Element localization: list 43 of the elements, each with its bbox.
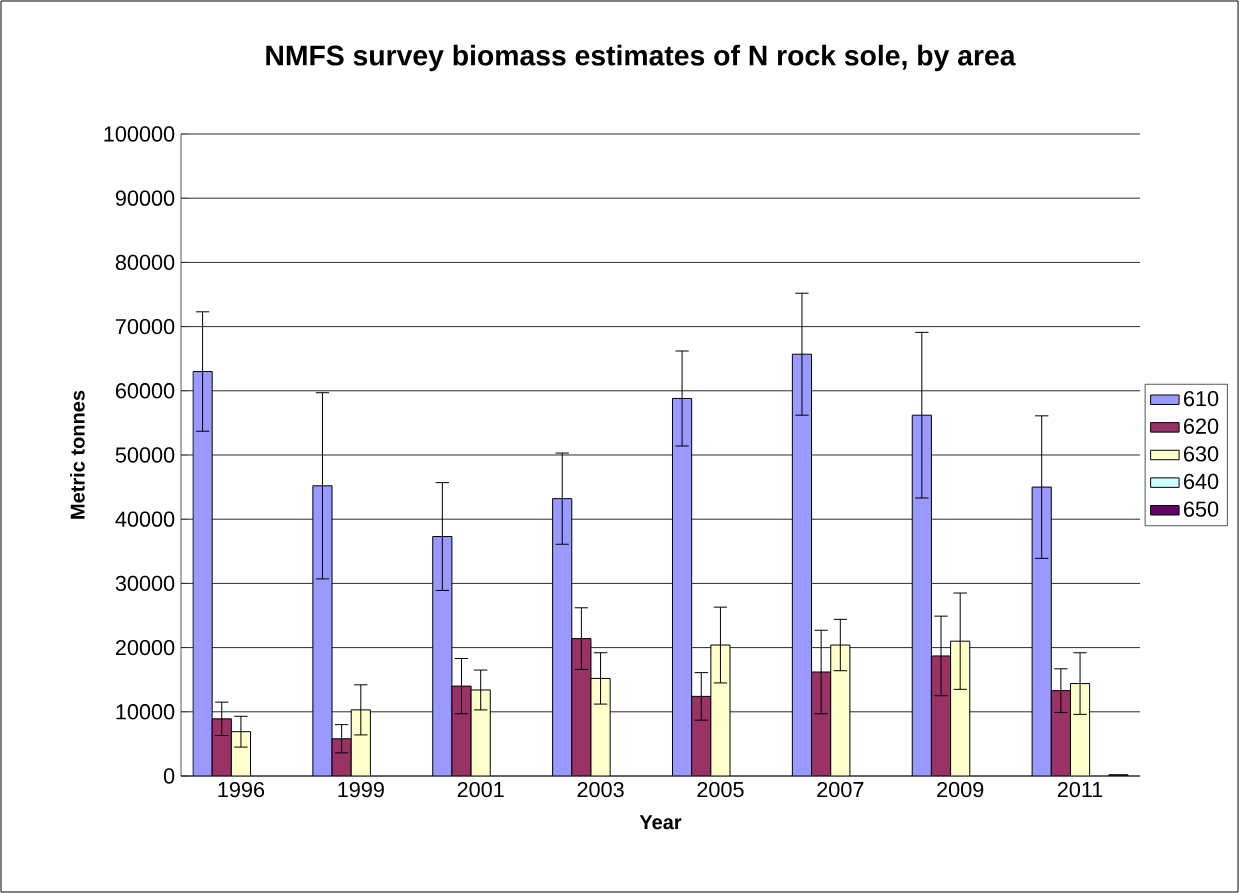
legend-label: 640 [1184,473,1219,490]
y-tick-label: 90000 [115,190,175,206]
bar [710,644,731,776]
bar [830,644,851,776]
x-tick-label: 1999 [338,781,384,798]
bar [811,671,832,776]
bar [230,731,252,776]
x-tick-label: 2003 [577,781,624,798]
bar [211,718,232,776]
x-tick-label: 1996 [218,781,265,798]
bar [1050,690,1071,776]
y-tick-label: 70000 [115,318,175,335]
bar [691,695,712,776]
bar [331,738,352,776]
y-tick-label: 80000 [115,254,175,271]
legend-label: 610 [1184,390,1219,407]
bar [950,640,971,776]
x-tick-label: 2011 [1057,781,1103,798]
bar [571,638,592,776]
bar [470,689,491,776]
y-tick-label: 60000 [115,383,175,399]
y-tick-label: 10000 [116,704,175,720]
bar [590,677,611,776]
x-tick-label: 2001 [457,781,504,798]
y-tick-label: 100000 [104,126,175,142]
legend-label: 650 [1184,501,1219,517]
x-axis-title: Year [639,815,682,830]
y-tick-label: 50000 [115,447,175,463]
bar [1069,683,1091,776]
bar [930,655,952,776]
y-tick-label: 0 [163,768,175,784]
bar [350,709,371,776]
legend-label: 620 [1184,418,1219,434]
x-tick-label: 2007 [817,781,864,798]
y-tick-label: 30000 [115,575,175,592]
y-tick-label: 20000 [115,639,175,656]
y-tick-label: 40000 [115,511,175,527]
chart-title: NMFS survey biomass estimates of N rock sole, by area [266,44,1016,72]
y-axis-title: Metric tonnes [70,390,85,519]
x-tick-label: 2005 [697,781,744,798]
bar [451,685,472,776]
legend-label: 630 [1184,446,1219,462]
x-tick-label: 2009 [937,781,984,798]
